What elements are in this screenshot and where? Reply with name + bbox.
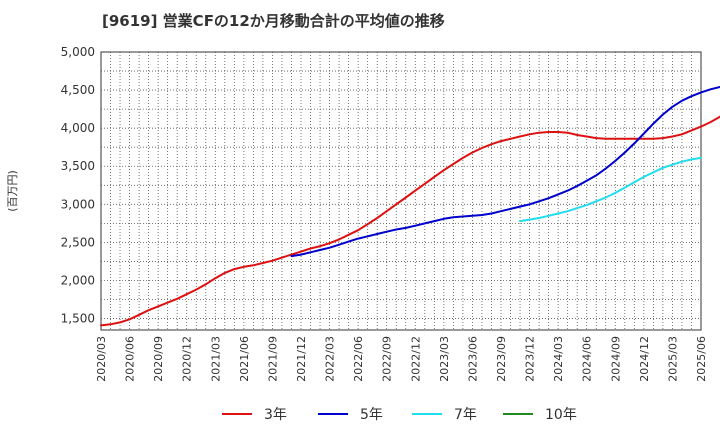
- x-tick-label: 2024/12: [638, 336, 651, 382]
- legend: 3年 5年 7年 10年: [222, 407, 577, 423]
- chart-title: [9619] 営業CFの12か月移動合計の平均値の推移: [102, 12, 445, 30]
- x-tick-label: 2023/03: [438, 336, 451, 382]
- x-tick-label: 2021/12: [295, 336, 308, 382]
- grid-layer: [100, 51, 702, 331]
- x-tick-label: 2025/03: [666, 336, 679, 382]
- y-tick-label: 2,000: [61, 273, 95, 287]
- y-tick-label: 1,500: [61, 312, 95, 326]
- x-tick-label: 2020/12: [181, 336, 194, 382]
- plot-area: [100, 51, 702, 331]
- x-tick-label: 2024/09: [609, 336, 622, 382]
- y-axis-label: (百万円): [6, 170, 19, 212]
- series-line-2: [519, 156, 702, 223]
- x-tick-label: 2024/06: [581, 336, 594, 382]
- legend-label-3: 10年: [545, 407, 577, 423]
- series-layer: [100, 85, 720, 327]
- x-tick-label: 2024/03: [552, 336, 565, 382]
- x-tick-label: 2020/09: [152, 336, 165, 382]
- legend-label-0: 3年: [264, 407, 287, 423]
- x-tick-label: 2020/06: [124, 336, 137, 382]
- y-tick-label: 3,000: [61, 197, 95, 211]
- x-tick-label: 2023/06: [466, 336, 479, 382]
- x-tick-label: 2023/09: [495, 336, 508, 382]
- y-tick-label: 5,000: [61, 45, 95, 59]
- legend-label-1: 5年: [360, 407, 383, 423]
- x-tick-label: 2022/12: [409, 336, 422, 382]
- x-tick-label: 2022/09: [381, 336, 394, 382]
- x-tick-label: 2025/06: [695, 336, 708, 382]
- series-line-1: [290, 85, 720, 258]
- x-tick-label: 2022/06: [352, 336, 365, 382]
- x-tick-label: 2023/12: [524, 336, 537, 382]
- series-line-0: [100, 115, 720, 327]
- x-tick-label: 2021/09: [266, 336, 279, 382]
- y-tick-label: 3,500: [61, 159, 95, 173]
- x-tick-label: 2021/03: [209, 336, 222, 382]
- y-tick-label: 2,500: [61, 235, 95, 249]
- y-tick-label: 4,000: [61, 121, 95, 135]
- x-tick-label: 2022/03: [324, 336, 337, 382]
- x-tick-label: 2020/03: [95, 336, 108, 382]
- axis-layer: 1,500 2,000 2,500 3,000 3,500 4,000 4,500 5,000…: [6, 45, 708, 382]
- x-tick-label: 2021/06: [238, 336, 251, 382]
- y-tick-label: 4,500: [61, 83, 95, 97]
- legend-label-2: 7年: [454, 407, 477, 423]
